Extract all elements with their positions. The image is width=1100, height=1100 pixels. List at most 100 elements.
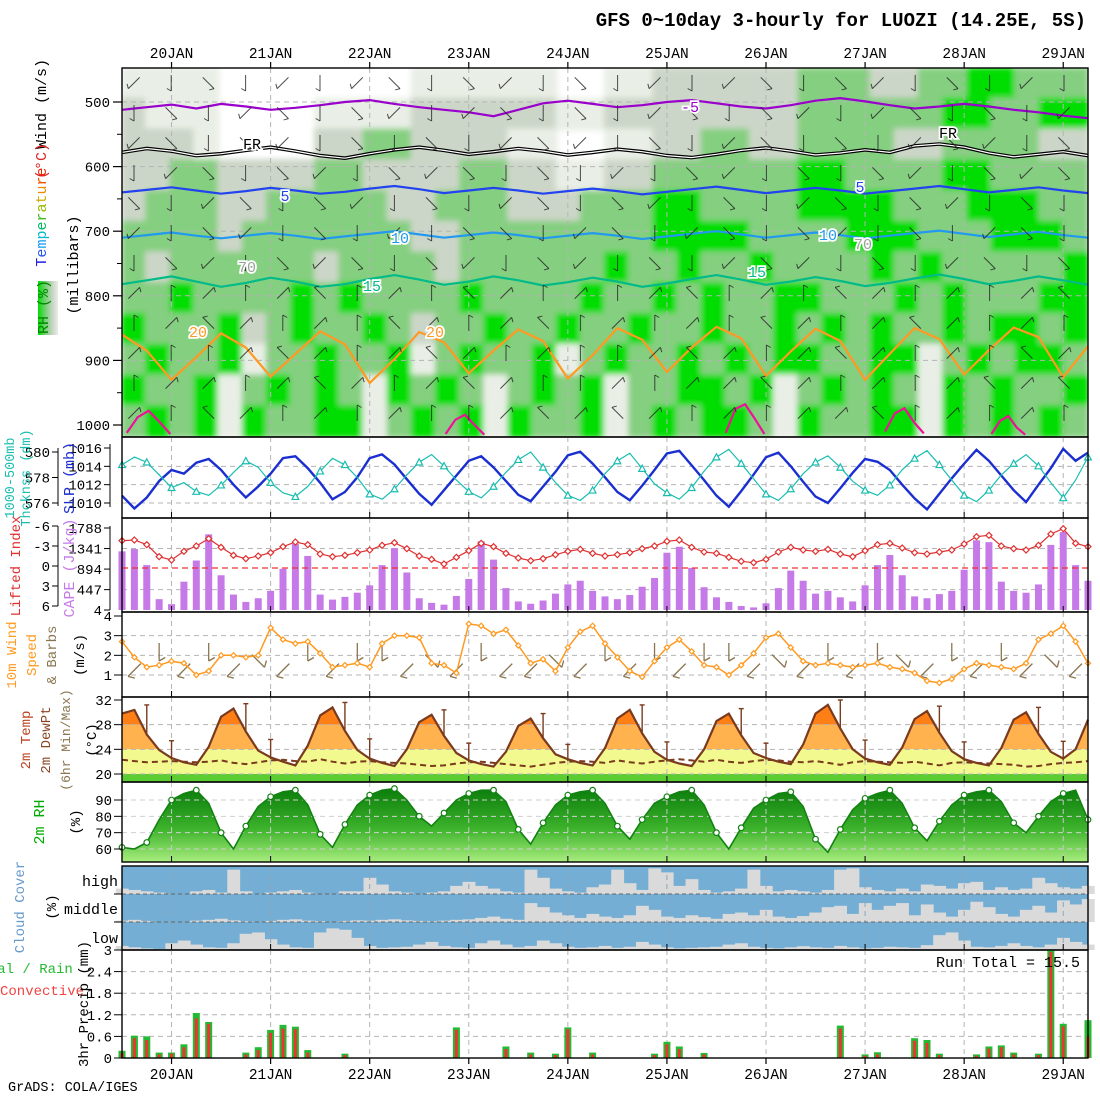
svg-text:576: 576 xyxy=(25,497,50,513)
wind10m-axis-label-1: 10m Wind xyxy=(5,621,21,688)
precip-axis-label: 3hr Precip (mm) xyxy=(77,941,93,1067)
svg-text:32: 32 xyxy=(95,694,112,710)
temp2m-axis-label-3: (6hr Min/Max) xyxy=(59,689,74,790)
svg-text:27JAN: 27JAN xyxy=(843,1068,887,1084)
svg-text:70: 70 xyxy=(854,237,872,254)
panel-temp2m: 32 28 24 20 xyxy=(95,694,1090,784)
svg-text:25JAN: 25JAN xyxy=(645,47,689,63)
cloud-unit-label: (%) xyxy=(45,894,61,919)
svg-text:1000: 1000 xyxy=(76,419,110,435)
svg-text:3: 3 xyxy=(104,630,112,646)
svg-text:0: 0 xyxy=(104,1052,112,1068)
svg-text:23JAN: 23JAN xyxy=(447,1068,491,1084)
svg-text:1016: 1016 xyxy=(68,442,102,458)
svg-text:900: 900 xyxy=(85,354,110,370)
svg-text:29JAN: 29JAN xyxy=(1041,47,1085,63)
temp2m-axis-labels: 2m Temp 2m DewPt (6hr Min/Max) (°C) xyxy=(19,689,101,790)
svg-text:1341: 1341 xyxy=(68,543,102,559)
rh-axis-label: RH (%) xyxy=(36,280,53,334)
svg-text:28: 28 xyxy=(95,719,112,735)
rh2m-unit-label: (%) xyxy=(69,809,85,834)
cloud-row-middle: middle xyxy=(64,902,118,919)
svg-text:29JAN: 29JAN xyxy=(1041,1068,1085,1084)
svg-text:26JAN: 26JAN xyxy=(744,47,788,63)
thickness-axis-label-1: 1000-500mb xyxy=(4,437,19,518)
page-title: GFS 0~10day 3-hourly for LUOZI (14.25E, … xyxy=(596,10,1086,32)
cloud-row-high: high xyxy=(82,874,118,891)
svg-text:1: 1 xyxy=(104,669,112,685)
svg-text:447: 447 xyxy=(77,584,102,600)
precip-total-label: Total / Rain xyxy=(0,962,73,978)
svg-text:20: 20 xyxy=(426,325,444,342)
wind-axis-label: Wind (m/s) xyxy=(34,59,51,149)
svg-text:3: 3 xyxy=(42,580,50,596)
slp-axis-label: SLP (mb) xyxy=(62,442,79,514)
svg-text:600: 600 xyxy=(85,161,110,177)
svg-text:894: 894 xyxy=(77,563,102,579)
credit-label: GrADS: COLA/IGES xyxy=(8,1081,138,1096)
temp2m-axis-label-4: (°C) xyxy=(85,723,101,757)
panel-upper-air: -5 FR FR 5 5 10 10 15 15 20 20 70 70 500 600 700 800 900 1… xyxy=(76,47,1089,438)
svg-text:FR: FR xyxy=(939,126,957,143)
svg-text:4: 4 xyxy=(104,610,112,626)
svg-text:1.8: 1.8 xyxy=(87,987,112,1003)
svg-text:20JAN: 20JAN xyxy=(150,47,194,63)
svg-text:27JAN: 27JAN xyxy=(843,47,887,63)
millibars-axis-label: (millibars) xyxy=(66,215,83,314)
precip-conv-label: Convective xyxy=(0,984,84,1000)
svg-text:1788: 1788 xyxy=(68,522,102,538)
svg-text:1012: 1012 xyxy=(68,479,102,495)
svg-text:800: 800 xyxy=(85,290,110,306)
precip-axis-labels: Total / Rain Convective 3hr Precip (mm) … xyxy=(0,941,1080,1067)
svg-text:28JAN: 28JAN xyxy=(942,47,986,63)
temperature-axis-label: Temperature xyxy=(34,167,51,266)
svg-text:3: 3 xyxy=(104,944,112,960)
wind10m-axis-label-3: & Barbs xyxy=(45,626,61,685)
svg-text:1010: 1010 xyxy=(68,497,102,513)
svg-text:0: 0 xyxy=(42,560,50,576)
svg-text:28JAN: 28JAN xyxy=(942,1068,986,1084)
svg-text:15: 15 xyxy=(363,279,381,296)
svg-text:10: 10 xyxy=(391,231,409,248)
svg-text:1.2: 1.2 xyxy=(87,1009,112,1025)
svg-text:70: 70 xyxy=(238,260,256,277)
thickness-axis-label-2: Thcknss (dm) xyxy=(20,429,35,526)
svg-text:20JAN: 20JAN xyxy=(150,1068,194,1084)
svg-text:80: 80 xyxy=(95,810,112,826)
rh-legend-swatch xyxy=(38,281,58,335)
svg-text:25JAN: 25JAN xyxy=(645,1068,689,1084)
wind10m-axis-label-4: (m/s) xyxy=(73,634,89,676)
lifted-index-axis-label: Lifted Index xyxy=(9,516,25,617)
svg-text:24JAN: 24JAN xyxy=(546,47,590,63)
panel-precip: 3 2.4 1.8 1.2 0.6 0 20JAN 21JAN 22JAN 23JAN 24JAN 2… xyxy=(87,944,1092,1084)
panel-cape-li: 1788 1341 894 447 4 -6 -3 0 3 6 xyxy=(33,517,1092,620)
cape-axis-label: CAPE (J/kg) xyxy=(62,518,79,617)
run-total-label: Run Total = 15.5 xyxy=(936,955,1080,972)
svg-text:24: 24 xyxy=(95,743,112,759)
svg-text:5: 5 xyxy=(280,189,289,206)
svg-text:26JAN: 26JAN xyxy=(744,1068,788,1084)
upper-axis-labels: Wind (m/s) (°C) Temperature RH (%) (mill… xyxy=(34,59,83,335)
panel-cloud-cover xyxy=(114,865,1095,951)
svg-text:580: 580 xyxy=(25,446,50,462)
cloud-axis-labels: Cloud Cover (%) high middle low xyxy=(13,861,118,953)
svg-text:24JAN: 24JAN xyxy=(546,1068,590,1084)
panel-wind10m: 4 3 2 1 xyxy=(104,610,1092,698)
svg-text:-5: -5 xyxy=(681,100,699,117)
svg-text:-3: -3 xyxy=(33,540,50,556)
svg-text:70: 70 xyxy=(95,827,112,843)
svg-text:20: 20 xyxy=(95,768,112,784)
rh2m-axis-label: 2m RH xyxy=(32,799,49,844)
svg-text:22JAN: 22JAN xyxy=(348,1068,392,1084)
svg-text:22JAN: 22JAN xyxy=(348,47,392,63)
svg-text:578: 578 xyxy=(25,472,50,488)
wind10m-axis-label-2: Speed xyxy=(25,634,41,676)
svg-text:-6: -6 xyxy=(33,520,50,536)
svg-text:21JAN: 21JAN xyxy=(249,1068,293,1084)
rh2m-axis-labels: 2m RH (%) xyxy=(32,799,85,844)
svg-text:20: 20 xyxy=(189,325,207,342)
svg-text:10: 10 xyxy=(819,228,837,245)
svg-text:6: 6 xyxy=(42,600,50,616)
svg-text:500: 500 xyxy=(85,96,110,112)
